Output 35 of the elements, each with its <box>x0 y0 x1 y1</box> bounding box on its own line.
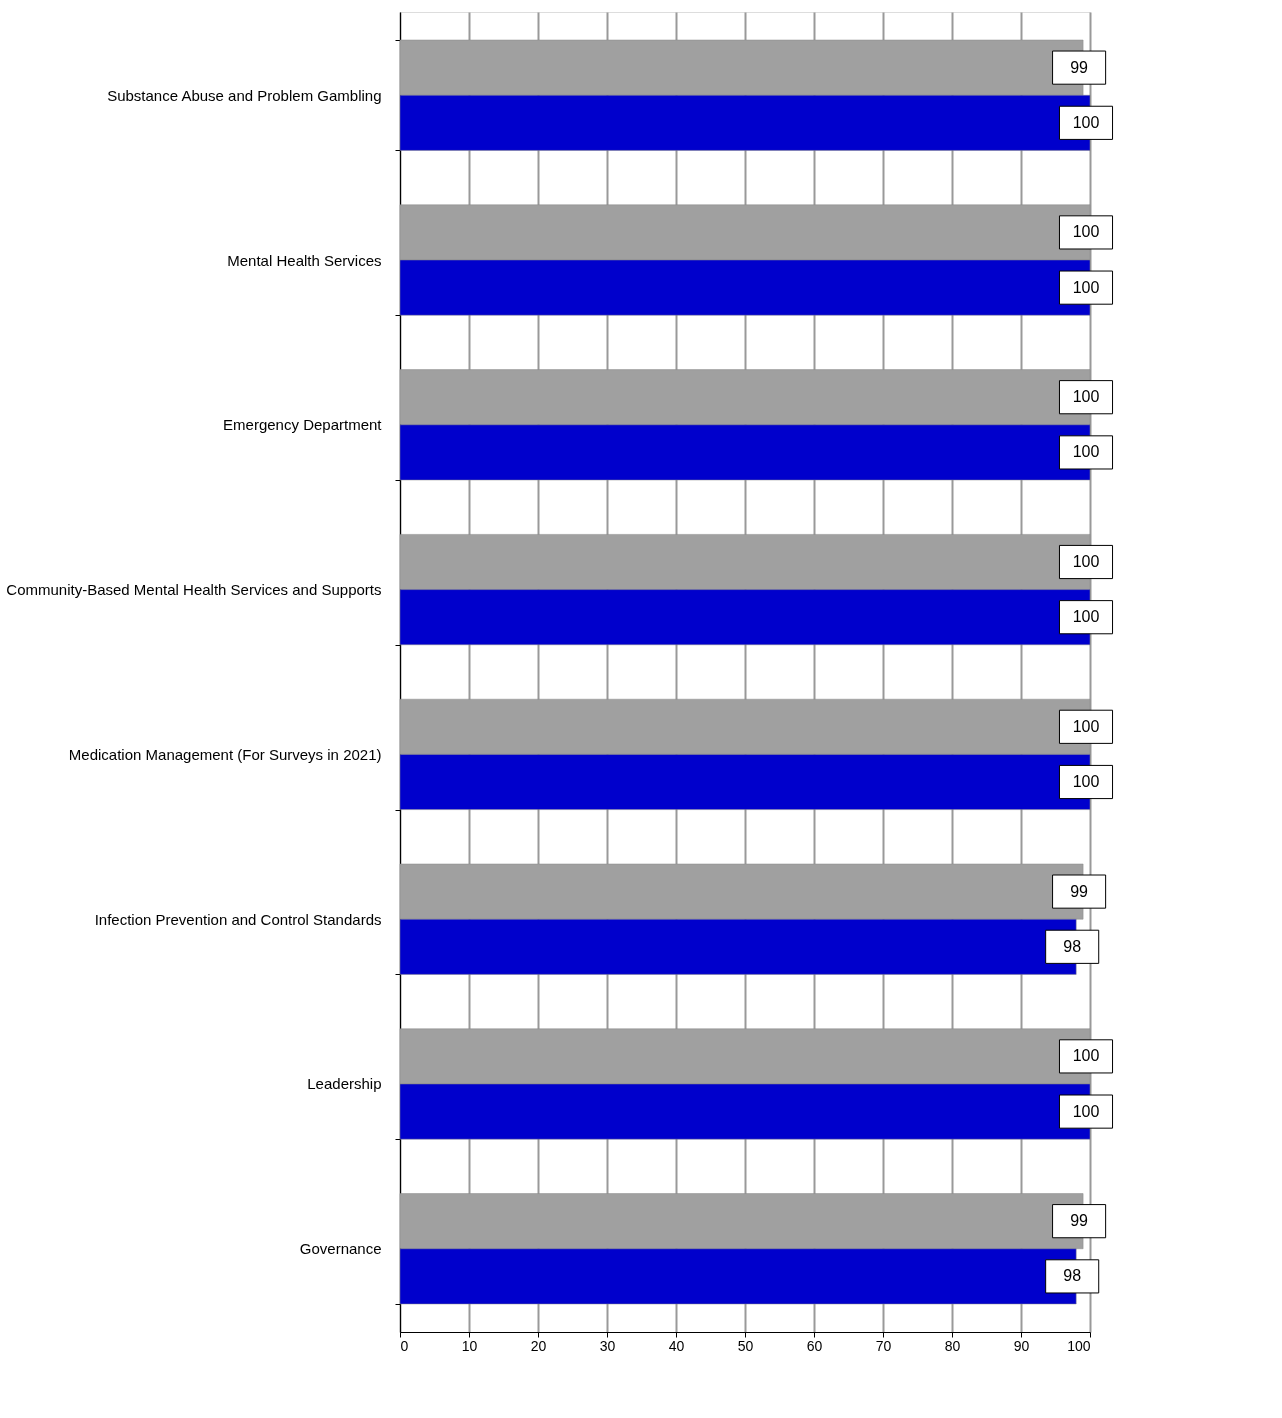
x-tick-label: 50 <box>737 1337 754 1354</box>
data-label: 99 <box>1070 1212 1089 1230</box>
data-label: 100 <box>1072 553 1100 570</box>
x-tick-label: 80 <box>944 1337 961 1354</box>
y-tick-label: Infection Prevention and Control Standards <box>94 910 382 928</box>
x-tick-label: 70 <box>875 1337 892 1354</box>
x-tick-label: 10 <box>461 1337 478 1354</box>
data-label: 100 <box>1072 223 1100 241</box>
x-tick-label: 100 <box>1067 1337 1091 1354</box>
y-tick-label: Substance Abuse and Problem Gambling <box>107 86 382 104</box>
data-label: 99 <box>1070 58 1089 76</box>
data-label: 100 <box>1072 1047 1100 1065</box>
data-label: 100 <box>1072 773 1100 790</box>
x-tick-label: 30 <box>599 1337 616 1354</box>
x-tick-label: 90 <box>1013 1337 1030 1354</box>
y-tick-label: Emergency Department <box>223 416 383 434</box>
y-tick-label: Medication Management (For Surveys in 2021) <box>68 745 382 763</box>
data-label: 98 <box>1063 1267 1082 1285</box>
data-label: 100 <box>1072 113 1100 131</box>
data-label: 100 <box>1072 717 1100 735</box>
x-tick-label: 20 <box>530 1337 547 1354</box>
y-tick-label: Governance <box>299 1240 382 1258</box>
data-label: 99 <box>1070 882 1089 900</box>
y-tick-label: Mental Health Services <box>227 251 382 269</box>
data-label: 100 <box>1072 608 1100 626</box>
x-tick-label: 40 <box>668 1337 685 1354</box>
data-label: 98 <box>1063 937 1082 955</box>
data-label: 100 <box>1072 443 1100 461</box>
data-label: 100 <box>1072 278 1100 296</box>
x-tick-label: 60 <box>806 1337 823 1354</box>
data-label: 100 <box>1072 388 1100 406</box>
y-tick-label: Leadership <box>307 1075 382 1093</box>
data-label: 100 <box>1072 1102 1100 1120</box>
x-tick-label: 0 <box>400 1337 409 1354</box>
y-tick-label: Community-Based Mental Health Services and Supports <box>6 581 382 599</box>
